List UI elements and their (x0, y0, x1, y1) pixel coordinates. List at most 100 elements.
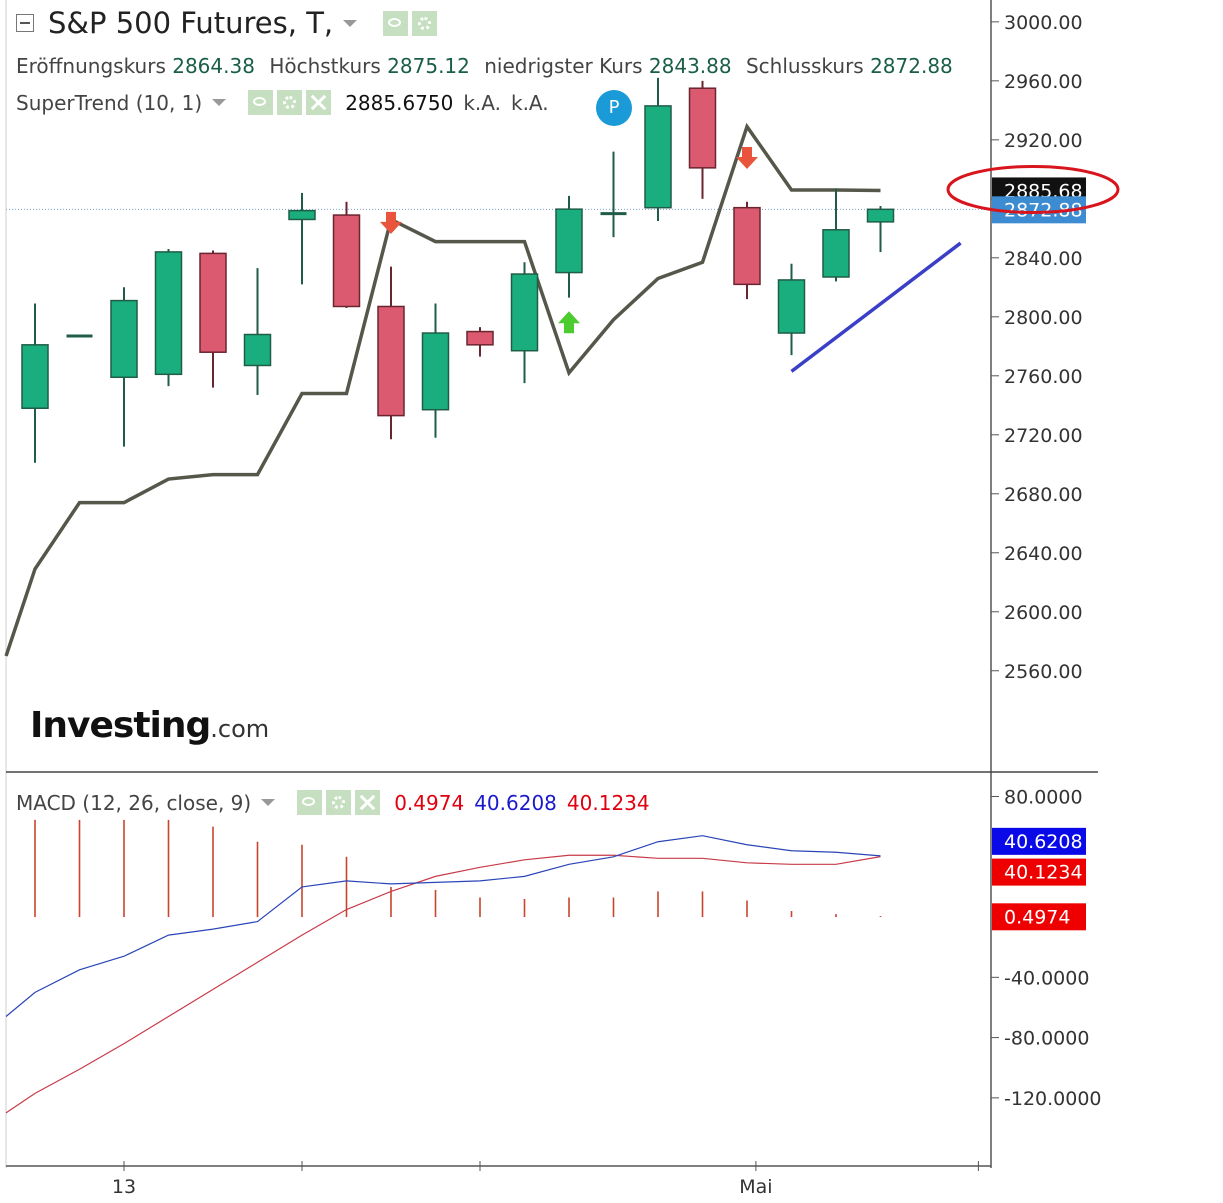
candle-body (510, 273, 539, 352)
logo-suffix: .com (210, 715, 270, 743)
candle (332, 201, 361, 308)
candle-body (199, 252, 227, 353)
y-tick-label: 2800.00 (1004, 307, 1083, 329)
supertrend-na-2: k.A. (510, 90, 549, 115)
candle-body (243, 333, 272, 367)
candle (21, 303, 49, 463)
macd-hist-value: 0.4974 (394, 790, 465, 815)
candle (688, 80, 717, 199)
y-tick-label: 2640.00 (1004, 543, 1083, 565)
close-label: Schlusskurs (745, 54, 864, 78)
eye-icon[interactable] (248, 90, 274, 115)
close-icon[interactable] (306, 90, 332, 115)
candle (199, 250, 227, 388)
y-tick-label: 2960.00 (1004, 71, 1083, 93)
logo-main: Investing (30, 705, 211, 746)
y-tick-label: 2760.00 (1004, 366, 1083, 388)
macd-y-tick-label: -120.0000 (1004, 1088, 1102, 1110)
macd-y-tick-label: -40.0000 (1004, 967, 1089, 989)
close-value: 2872.88 (870, 54, 953, 78)
sell-signal-arrow-icon (380, 211, 402, 234)
chevron-down-icon[interactable] (261, 799, 276, 806)
gear-icon[interactable] (326, 790, 352, 815)
macd-tag-bg (992, 858, 1086, 886)
candle (377, 266, 405, 440)
macd-y-tick-label: 80.0000 (1004, 787, 1083, 809)
macd-y-tick-label: -80.0000 (1004, 1028, 1089, 1050)
supertrend-name: SuperTrend (10, 1) (16, 90, 203, 115)
supertrend-value: 2885.6750 (345, 90, 454, 115)
macd-line-value: 40.6208 (474, 790, 557, 815)
x-tick-label: 13 (112, 1176, 136, 1198)
low-label: niedrigster Kurs (484, 54, 643, 78)
candle (777, 263, 806, 356)
close-icon[interactable] (355, 790, 381, 815)
candle (66, 334, 93, 338)
eye-icon[interactable] (297, 790, 323, 815)
candle (822, 188, 850, 282)
macd-tag-bg (992, 827, 1086, 855)
candle (288, 192, 316, 285)
candle-body (822, 229, 850, 278)
low-value: 2843.88 (648, 54, 732, 78)
y-tick-label: 2840.00 (1004, 248, 1083, 270)
chevron-down-icon[interactable] (343, 19, 358, 27)
chevron-down-icon[interactable] (212, 99, 227, 106)
macd-signal-line (5, 854, 881, 1114)
eye-icon[interactable] (383, 10, 409, 36)
candle (466, 327, 494, 357)
candle-body (688, 87, 717, 169)
y-tick-label: 3000.00 (1004, 12, 1083, 34)
gear-icon[interactable] (277, 90, 303, 115)
y-tick-label: 2920.00 (1004, 130, 1083, 152)
annotation-circle (946, 164, 1120, 214)
candle (733, 201, 761, 300)
gear-icon[interactable] (412, 10, 438, 36)
chart-title: S&P 500 Futures, T, (48, 6, 334, 40)
y-tick-label: 2680.00 (1004, 484, 1083, 506)
price-tag-label: 2872.88 (1004, 199, 1083, 221)
supertrend-legend: SuperTrend (10, 1) 2885.6750 k.A. k.A. (16, 90, 549, 115)
candle-body (332, 214, 361, 308)
candle-body (466, 330, 494, 346)
candle-body (288, 209, 316, 221)
macd-tag-label: 40.6208 (1004, 831, 1083, 853)
high-label: Höchstkurs (269, 54, 381, 78)
y-tick-label: 2720.00 (1004, 425, 1083, 447)
candle-body (555, 208, 583, 274)
supertrend-na-1: k.A. (463, 90, 501, 115)
candle (866, 206, 895, 253)
ohlc-legend: Eröffnungskurs 2864.38 Höchstkurs 2875.1… (16, 54, 961, 78)
y-tick-label: 2560.00 (1004, 661, 1083, 683)
candle-body (866, 208, 895, 223)
chart-title-bar: S&P 500 Futures, T, (16, 6, 438, 40)
candle-body (21, 344, 49, 409)
candle-body (421, 332, 450, 411)
candle (110, 287, 138, 447)
macd-signal-value: 40.1234 (566, 790, 650, 815)
open-value: 2864.38 (172, 54, 255, 78)
candle (555, 195, 583, 298)
supertrend-line (4, 122, 881, 657)
candle (243, 268, 272, 395)
candle (154, 248, 183, 387)
high-value: 2875.12 (387, 54, 470, 78)
collapse-icon[interactable] (16, 14, 34, 32)
candle (421, 303, 450, 438)
drawn-trend-line (790, 241, 962, 373)
macd-legend: MACD (12, 26, close, 9) 0.4974 40.6208 4… (16, 790, 650, 815)
y-tick-label: 2600.00 (1004, 602, 1083, 624)
candle-body (377, 305, 405, 417)
macd-tag-label: 40.1234 (1004, 862, 1083, 884)
candle (510, 262, 539, 384)
macd-name: MACD (12, 26, close, 9) (16, 790, 252, 815)
buy-signal-arrow-icon (558, 311, 580, 334)
macd-tag-bg (992, 903, 1086, 931)
candle-body (733, 206, 761, 286)
p-marker-badge[interactable]: P (596, 90, 632, 126)
candle (600, 151, 627, 238)
sell-signal-arrow-icon (736, 147, 758, 170)
open-label: Eröffnungskurs (16, 54, 166, 78)
candle (644, 77, 672, 221)
